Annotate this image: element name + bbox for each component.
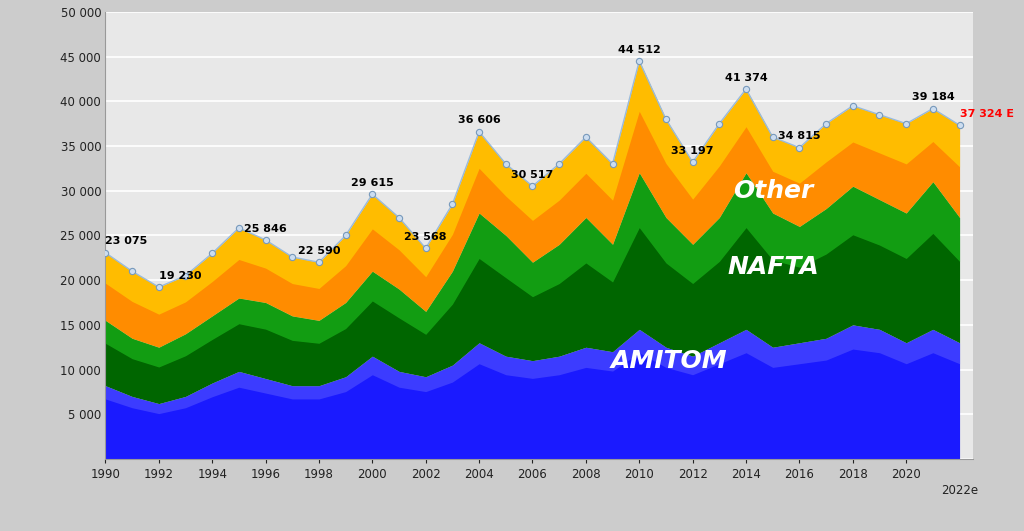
Text: 36 606: 36 606 bbox=[458, 115, 501, 125]
Text: AMITOM: AMITOM bbox=[611, 349, 728, 373]
Text: 23 568: 23 568 bbox=[404, 232, 446, 242]
Text: NAFTA: NAFTA bbox=[727, 255, 819, 279]
Text: Other: Other bbox=[733, 179, 814, 203]
Text: 33 197: 33 197 bbox=[672, 146, 714, 156]
Text: 25 846: 25 846 bbox=[244, 224, 287, 234]
Text: 19 230: 19 230 bbox=[159, 271, 202, 281]
Text: 44 512: 44 512 bbox=[617, 45, 660, 55]
Text: 23 075: 23 075 bbox=[105, 236, 147, 246]
Text: 39 184: 39 184 bbox=[911, 92, 954, 102]
Text: 37 324 E: 37 324 E bbox=[959, 109, 1014, 119]
Text: 2022e: 2022e bbox=[941, 484, 978, 497]
Text: 34 815: 34 815 bbox=[778, 131, 820, 141]
Text: 29 615: 29 615 bbox=[351, 178, 393, 188]
Text: 41 374: 41 374 bbox=[725, 73, 767, 83]
Text: 30 517: 30 517 bbox=[511, 170, 554, 180]
Text: 22 590: 22 590 bbox=[298, 246, 340, 256]
